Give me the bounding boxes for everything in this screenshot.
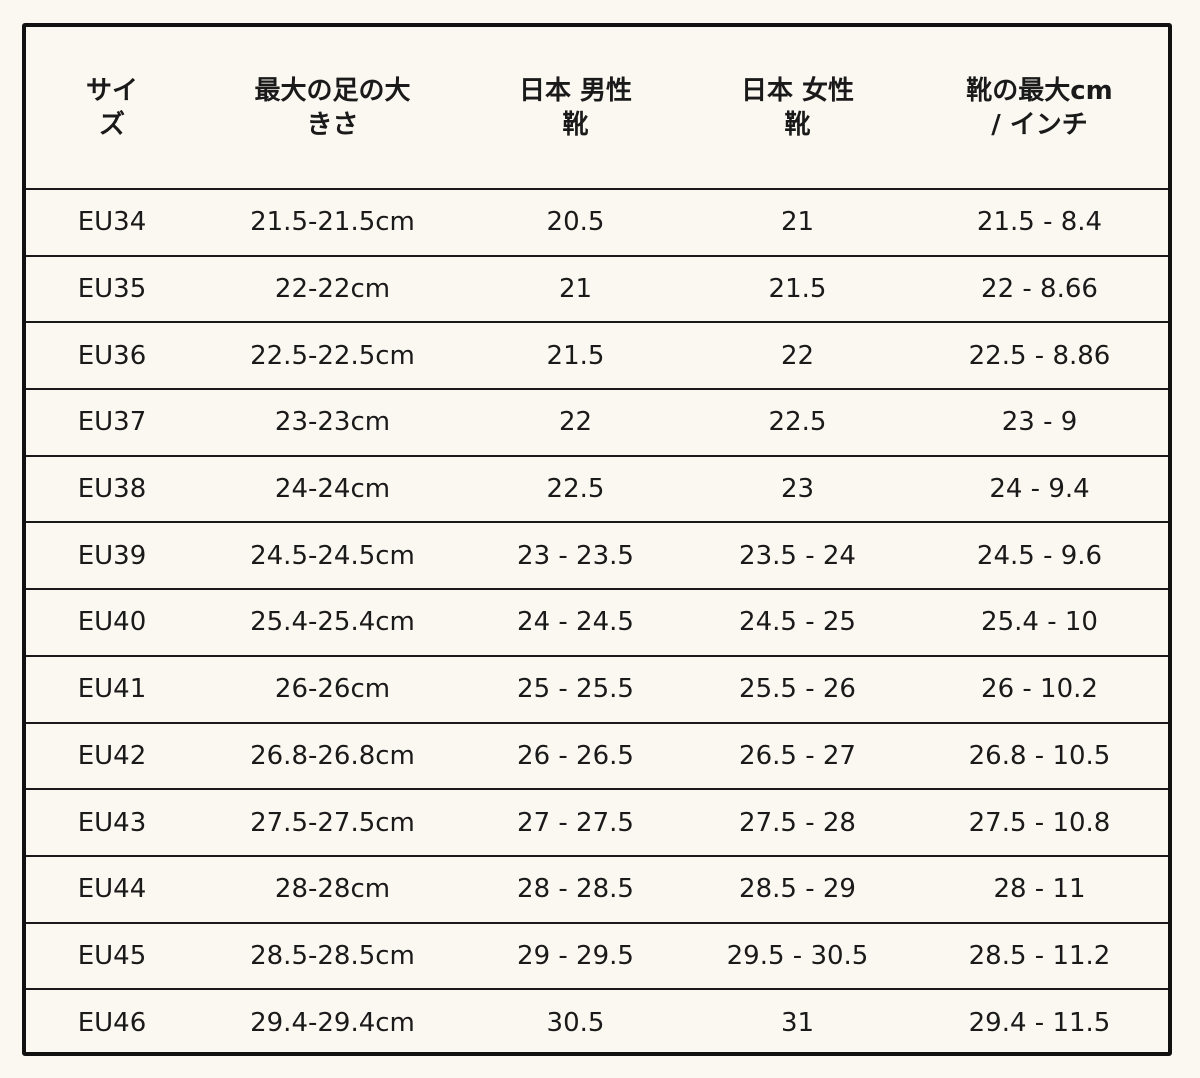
header-max-foot-length: 最大の足の大 きさ [198,27,467,190]
cell-japan-men-shoe: 22.5 [467,455,684,524]
table-row: EU45 28.5-28.5cm 29 - 29.5 29.5 - 30.5 28.5 … [26,922,1168,991]
cell-japan-men-shoe: 20.5 [467,189,684,257]
cell-max-cm-inch: 22 - 8.66 [911,255,1168,324]
cell-japan-women-shoe: 26.5 - 27 [684,722,911,791]
cell-japan-men-shoe: 21.5 [467,322,684,391]
table-row: EU40 25.4-25.4cm 24 - 24.5 24.5 - 25 25.4 - … [26,589,1168,657]
cell-max-foot-length: 25.4-25.4cm [198,589,467,657]
cell-size: EU44 [26,855,198,924]
cell-max-foot-length: 28.5-28.5cm [198,922,467,991]
cell-max-foot-length: 29.4-29.4cm [250,1008,415,1039]
table-row: EU37 23-23cm 22 22.5 23 - 9 [26,389,1168,457]
cell-max-cm-inch: 26.8 - 10.5 [911,722,1168,791]
cell-max-foot-length: 21.5-21.5cm [198,189,467,257]
table-row: EU43 27.5-27.5cm 27 - 27.5 27.5 - 28 27.5 - … [26,789,1168,857]
table-row: EU39 24.5-24.5cm 23 - 23.5 23.5 - 24 24.5 - … [26,522,1168,591]
header-japan-men-shoe: 日本 男性靴 [467,27,684,190]
cell-max-foot-length: 26-26cm [198,655,467,724]
cell-max-cm-inch: 21.5 - 8.4 [911,189,1168,257]
table-row: EU46 29.4-29.4cm 30.5 31 29.4 - 11.5 [26,989,1168,1052]
cell-max-foot-length: 27.5-27.5cm [198,789,467,857]
header-size: サイズ [26,27,198,190]
header-size-line: サイ [85,75,138,106]
cell-japan-women-shoe: 29.5 - 30.5 [684,922,911,991]
cell-max-foot-length: 22-22cm [198,255,467,324]
cell-size: EU36 [26,322,198,391]
cell-japan-women-shoe: 21 [684,189,911,257]
cell-max-cm-inch: 28 - 11 [911,855,1168,924]
header-max-cm-inch-line: / インチ [991,109,1088,140]
table-body: EU34 21.5-21.5cm 20.5 21 21.5 - 8.4 EU35 22-22… [26,189,1168,1052]
cell-max-cm-inch: 28.5 - 11.2 [911,922,1168,991]
cell-japan-men-shoe: 21 [467,255,684,324]
cell-japan-men-shoe: 24 - 24.5 [467,589,684,657]
table-row: EU41 26-26cm 25 - 25.5 25.5 - 26 26 - 10.2 [26,655,1168,724]
table-row: EU35 22-22cm 21 21.5 22 - 8.66 [26,255,1168,324]
cell-japan-men-shoe: 29 - 29.5 [467,922,684,991]
cell-japan-men-shoe: 22 [467,389,684,457]
cell-japan-women-shoe: 22.5 [684,389,911,457]
cell-japan-women-shoe: 28.5 - 29 [684,855,911,924]
cell-max-cm-inch: 25.4 - 10 [911,589,1168,657]
header-japan-women-shoe-line: 靴 [784,109,811,140]
cell-max-foot-length: 24.5-24.5cm [198,522,467,591]
cell-size: EU38 [26,455,198,524]
cell-max-cm-inch: 24 - 9.4 [911,455,1168,524]
cell-japan-women-shoe: 23.5 - 24 [684,522,911,591]
cell-size: EU41 [26,655,198,724]
cell-japan-men-shoe: 25 - 25.5 [467,655,684,724]
cell-max-cm-inch: 29.4 - 11.5 [968,1008,1111,1039]
cell-size: EU35 [26,255,198,324]
header-japan-men-shoe-line: 日本 男性 [518,75,633,106]
cell-max-foot-length: 26.8-26.8cm [198,722,467,791]
cell-max-cm-inch: 26 - 10.2 [911,655,1168,724]
cell-size: EU43 [26,789,198,857]
cell-japan-men-shoe: 26 - 26.5 [467,722,684,791]
size-chart-table: サイズ最大の足の大 きさ 日本 男性靴日本 女性靴靴の最大cm / インチ EU34 2… [26,27,1168,1052]
cell-japan-women-shoe: 23 [684,455,911,524]
table-row: EU42 26.8-26.8cm 26 - 26.5 26.5 - 27 26.8 - … [26,722,1168,791]
header-max-foot-length-line: きさ [306,109,359,140]
header-japan-women-shoe: 日本 女性靴 [684,27,911,190]
cell-max-cm-inch: 22.5 - 8.86 [911,322,1168,391]
cell-size: EU34 [26,189,198,257]
cell-max-foot-length: 24-24cm [198,455,467,524]
cell-max-foot-length: 28-28cm [198,855,467,924]
table-row: EU38 24-24cm 22.5 23 24 - 9.4 [26,455,1168,524]
cell-max-cm-inch: 24.5 - 9.6 [911,522,1168,591]
header-max-cm-inch-line: 靴の最大cm [966,75,1113,106]
table-row: EU36 22.5-22.5cm 21.5 22 22.5 - 8.86 [26,322,1168,391]
cell-japan-men-shoe: 28 - 28.5 [467,855,684,924]
header-size-line: ズ [98,109,125,140]
cell-size: EU39 [26,522,198,591]
size-chart-frame: サイズ最大の足の大 きさ 日本 男性靴日本 女性靴靴の最大cm / インチ EU34 2… [22,23,1172,1056]
cell-max-cm-inch: 23 - 9 [911,389,1168,457]
header-row: サイズ最大の足の大 きさ 日本 男性靴日本 女性靴靴の最大cm / インチ [26,27,1168,190]
header-max-cm-inch: 靴の最大cm / インチ [911,27,1168,190]
cell-max-cm-inch: 27.5 - 10.8 [911,789,1168,857]
table-row: EU34 21.5-21.5cm 20.5 21 21.5 - 8.4 [26,189,1168,257]
cell-japan-men-shoe: 27 - 27.5 [467,789,684,857]
cell-japan-women-shoe: 22 [684,322,911,391]
table-row: EU44 28-28cm 28 - 28.5 28.5 - 29 28 - 11 [26,855,1168,924]
cell-japan-women-shoe: 27.5 - 28 [684,789,911,857]
cell-japan-men-shoe: 23 - 23.5 [467,522,684,591]
cell-japan-women-shoe: 25.5 - 26 [684,655,911,724]
header-japan-women-shoe-line: 日本 女性 [740,75,855,106]
cell-max-foot-length: 22.5-22.5cm [198,322,467,391]
header-japan-men-shoe-line: 靴 [562,109,589,140]
cell-japan-women-shoe: 21.5 [684,255,911,324]
cell-size: EU45 [26,922,198,991]
cell-japan-men-shoe: 30.5 [546,1008,605,1039]
cell-size: EU40 [26,589,198,657]
cell-japan-women-shoe: 31 [780,1008,815,1039]
cell-size: EU46 [77,1008,147,1039]
cell-japan-women-shoe: 24.5 - 25 [684,589,911,657]
cell-size: EU37 [26,389,198,457]
cell-size: EU42 [26,722,198,791]
header-max-foot-length-line: 最大の足の大 [254,75,411,106]
cell-max-foot-length: 23-23cm [198,389,467,457]
